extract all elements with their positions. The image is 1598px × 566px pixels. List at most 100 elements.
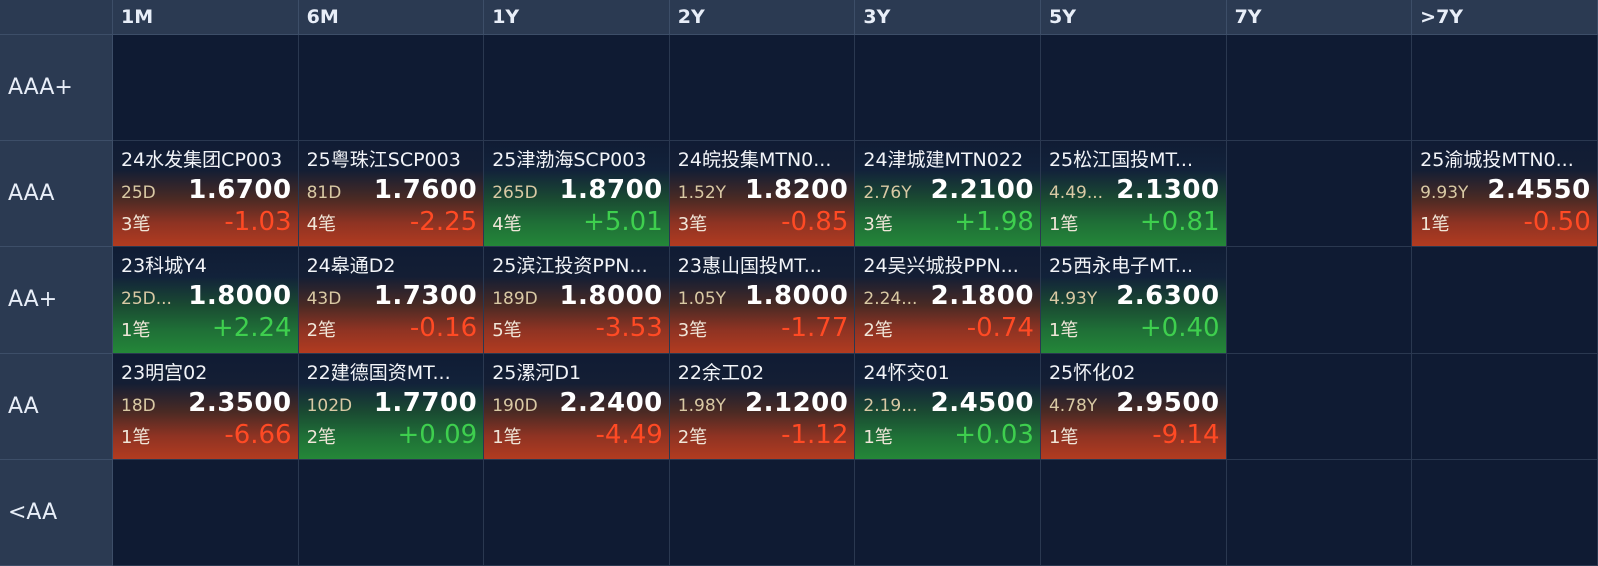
quote-bottom-row: 4笔 +5.01: [492, 207, 663, 237]
bond-quote-cell[interactable]: 24水发集团CP003 25D 1.6700 3笔 -1.03: [113, 141, 299, 248]
row-label-0[interactable]: AAA+: [0, 35, 113, 142]
column-header-6[interactable]: 7Y: [1226, 0, 1413, 35]
bond-quote-cell[interactable]: 23科城Y4 25D... 1.8000 1笔 +2.24: [113, 247, 299, 354]
bond-term: 2.76Y: [863, 183, 912, 204]
bond-name: 25渝城投MTN0...: [1420, 149, 1574, 172]
column-header-3[interactable]: 2Y: [669, 0, 856, 35]
bond-term: 190D: [492, 395, 538, 416]
bond-quote-cell[interactable]: 22建德国资MT... 102D 1.7700 2笔 +0.09: [298, 353, 485, 460]
bond-quote-cell[interactable]: 25漯河D1 190D 2.2400 1笔 -4.49: [484, 353, 670, 460]
quote-middle-row: 81D 1.7600: [307, 175, 478, 205]
quote-middle-row: 4.93Y 2.6300: [1049, 281, 1220, 311]
yield-change: +0.09: [397, 419, 478, 450]
column-header-0[interactable]: 1M: [113, 0, 299, 35]
trade-count: 1笔: [1048, 426, 1079, 448]
bond-name: 25漯河D1: [492, 361, 582, 384]
yield-change: -6.66: [224, 419, 292, 450]
bond-quote-cell[interactable]: 24怀交01 2.19... 2.4500 1笔 +0.03: [855, 353, 1041, 460]
trade-count: 1笔: [1048, 320, 1079, 342]
quote-bottom-row: 2笔 -0.16: [307, 313, 478, 343]
column-header-2[interactable]: 1Y: [484, 0, 670, 35]
bond-yield: 1.6700: [188, 175, 292, 206]
column-header-7[interactable]: >7Y: [1412, 0, 1598, 35]
bond-yield: 2.2100: [930, 175, 1034, 206]
quote-bottom-row: 1笔 +0.03: [863, 420, 1034, 450]
trade-count: 4笔: [492, 214, 522, 236]
empty-cell: [669, 459, 856, 566]
column-header-4[interactable]: 3Y: [855, 0, 1041, 35]
column-header-1[interactable]: 6M: [298, 0, 485, 35]
empty-cell: [113, 35, 299, 142]
bond-term: 102D: [306, 395, 353, 416]
yield-change: -0.74: [966, 313, 1034, 344]
bond-term: 9.93Y: [1420, 183, 1469, 204]
quote-middle-row: 265D 1.8700: [492, 175, 663, 205]
bond-name: 22余工02: [677, 361, 765, 384]
bond-term: 43D: [306, 289, 342, 310]
quote-bottom-row: 1笔 +0.81: [1049, 207, 1220, 237]
bond-quote-cell[interactable]: 25西永电子MT... 4.93Y 2.6300 1笔 +0.40: [1040, 247, 1227, 354]
bond-quote-cell[interactable]: 24津城建MTN022 2.76Y 2.2100 3笔 +1.98: [855, 141, 1041, 248]
bond-quote-cell[interactable]: 25怀化02 4.78Y 2.9500 1笔 -9.14: [1040, 353, 1227, 460]
bond-quote-cell[interactable]: 25松江国投MT... 4.49... 2.1300 1笔 +0.81: [1040, 141, 1227, 248]
bond-term: 4.78Y: [1048, 395, 1098, 416]
bond-quote-cell[interactable]: 22余工02 1.98Y 2.1200 2笔 -1.12: [669, 353, 856, 460]
quote-bottom-row: 1笔 -6.66: [121, 420, 292, 450]
trade-count: 5笔: [492, 320, 522, 342]
bond-name: 23明宫02: [121, 361, 208, 384]
bond-term: 4.49...: [1048, 183, 1104, 204]
bond-name: 25粤珠江SCP003: [306, 149, 461, 172]
trade-count: 3笔: [863, 214, 893, 236]
bond-yield: 2.9500: [1116, 387, 1220, 418]
bond-quote-cell[interactable]: 24皖投集MTN0... 1.52Y 1.8200 3笔 -0.85: [669, 141, 856, 248]
row-label-1[interactable]: AAA: [0, 141, 113, 248]
bond-quote-cell[interactable]: 24皋通D2 43D 1.7300 2笔 -0.16: [298, 247, 485, 354]
header-corner: [0, 0, 113, 35]
bond-yield: 1.8700: [559, 175, 663, 206]
empty-cell: [855, 35, 1041, 142]
quote-bottom-row: 1笔 -0.50: [1420, 207, 1591, 237]
quote-bottom-row: 1笔 +2.24: [121, 313, 292, 343]
row-label-3[interactable]: AA: [0, 353, 113, 460]
quote-middle-row: 18D 2.3500: [121, 388, 292, 418]
trade-count: 3笔: [677, 320, 708, 342]
empty-cell: [1412, 247, 1598, 354]
bond-quote-cell[interactable]: 24吴兴城投PPN... 2.24... 2.1800 2笔 -0.74: [855, 247, 1041, 354]
empty-cell: [1226, 459, 1413, 566]
bond-quote-cell[interactable]: 23明宫02 18D 2.3500 1笔 -6.66: [113, 353, 299, 460]
bond-term: 189D: [492, 289, 538, 310]
bond-name: 25津渤海SCP003: [492, 149, 647, 172]
quote-middle-row: 25D 1.6700: [121, 175, 292, 205]
row-label-2[interactable]: AA+: [0, 247, 113, 354]
bond-yield: 2.1300: [1116, 175, 1220, 206]
bond-term: 1.52Y: [677, 183, 727, 204]
empty-cell: [484, 459, 670, 566]
empty-cell: [484, 35, 670, 142]
quote-middle-row: 4.78Y 2.9500: [1049, 388, 1220, 418]
empty-cell: [298, 35, 485, 142]
yield-change: +2.24: [211, 313, 292, 344]
quote-middle-row: 2.24... 2.1800: [863, 281, 1034, 311]
bond-quote-cell[interactable]: 25粤珠江SCP003 81D 1.7600 4笔 -2.25: [298, 141, 485, 248]
column-header-5[interactable]: 5Y: [1040, 0, 1227, 35]
bond-quote-cell[interactable]: 25滨江投资PPN... 189D 1.8000 5笔 -3.53: [484, 247, 670, 354]
trade-count: 2笔: [306, 426, 337, 448]
bond-quote-cell[interactable]: 25渝城投MTN0... 9.93Y 2.4550 1笔 -0.50: [1412, 141, 1598, 248]
yield-change: -1.12: [781, 419, 849, 450]
bond-term: 25D: [121, 183, 156, 204]
row-label-4[interactable]: <AA: [0, 459, 113, 566]
yield-change: -2.25: [409, 207, 478, 238]
bond-term: 1.05Y: [677, 289, 727, 310]
yield-change: -0.16: [409, 313, 478, 344]
empty-cell: [1412, 353, 1598, 460]
trade-count: 1笔: [1048, 214, 1079, 236]
bond-term: 1.98Y: [677, 395, 727, 416]
empty-cell: [855, 459, 1041, 566]
bond-quote-cell[interactable]: 23惠山国投MT... 1.05Y 1.8000 3笔 -1.77: [669, 247, 856, 354]
bond-quote-cell[interactable]: 25津渤海SCP003 265D 1.8700 4笔 +5.01: [484, 141, 670, 248]
quote-middle-row: 25D... 1.8000: [121, 281, 292, 311]
empty-cell: [1226, 141, 1413, 248]
yield-change: +0.03: [954, 419, 1034, 450]
empty-cell: [1226, 247, 1413, 354]
